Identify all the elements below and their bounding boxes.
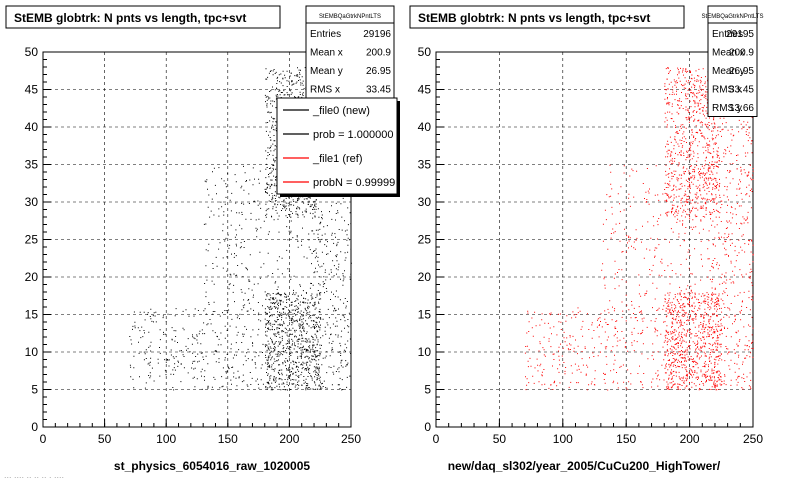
legend-label: probN = 0.99999	[313, 177, 395, 189]
x-tick-label: 150	[218, 432, 238, 446]
x-tick-label: 100	[553, 432, 573, 446]
x-tick-label: 50	[493, 432, 507, 446]
stats-header: StEMBQaGtrkNPntLTS	[319, 14, 381, 20]
stats-label: RMS y	[712, 103, 742, 114]
legend-frame	[276, 97, 398, 195]
title-box-right: StEMB globtrk: N pnts vs length, tpc+svt	[409, 5, 685, 29]
stats-box-left: StEMBQaGtrkNPntLTS Entries 29196 Mean x 200.…	[305, 5, 395, 99]
y-tick-label: 5	[424, 383, 431, 397]
y-tick-label: 50	[25, 45, 39, 59]
y-tick-label: 25	[418, 233, 432, 247]
legend-label: _file1 (ref)	[312, 153, 363, 165]
stats-label: RMS x	[310, 85, 340, 96]
x-tick-label: 250	[341, 432, 361, 446]
x-tick-label: 0	[40, 432, 47, 446]
scatter-points-right	[524, 67, 754, 391]
stats-header: StEMBQaGtrkNPntLTS	[702, 14, 764, 20]
panel-right: StEMB globtrk: N pnts vs length, tpc+svt…	[409, 5, 764, 473]
axis-ticks-right: 0 50 100 150 200 250 0 5 10 15 20 25 30 35 40 45 50	[418, 45, 764, 446]
title-box-left: StEMB globtrk: N pnts vs length, tpc+svt	[5, 5, 281, 29]
chart-title-left: StEMB globtrk: N pnts vs length, tpc+svt	[14, 11, 246, 25]
legend-box: _file0 (new) prob = 1.000000 _file1 (ref) p…	[276, 97, 400, 197]
legend-label: prob = 1.000000	[313, 129, 393, 141]
y-tick-label: 30	[25, 195, 39, 209]
stats-label: Mean x	[310, 48, 343, 59]
footer-text: ... .... .. .. .. . ....	[4, 470, 64, 480]
y-tick-label: 15	[25, 308, 39, 322]
y-tick-label: 20	[25, 270, 39, 284]
y-tick-label: 45	[418, 83, 432, 97]
stats-label: RMS x	[712, 85, 742, 96]
x-tick-label: 250	[743, 432, 763, 446]
stats-value: 200.9	[366, 48, 391, 59]
stats-label: Mean x	[712, 48, 745, 59]
stats-value: 29195	[726, 29, 754, 40]
stats-value: 26.95	[366, 66, 391, 77]
y-tick-label: 40	[25, 120, 39, 134]
stats-label: Mean y	[712, 66, 745, 77]
scatter-point-cluster	[601, 164, 710, 316]
y-tick-label: 10	[25, 345, 39, 359]
scatter-point-cluster	[664, 67, 719, 218]
chart-title-right: StEMB globtrk: N pnts vs length, tpc+svt	[418, 11, 650, 25]
scatter-point-cluster	[264, 292, 322, 391]
y-tick-label: 20	[418, 270, 432, 284]
x-tick-label: 150	[616, 432, 636, 446]
stats-frame	[305, 5, 395, 99]
y-tick-label: 5	[31, 383, 38, 397]
axis-ticks-left: 0 50 100 150 200 250 0 5 10 15 20 25 30 35 40 45 50	[25, 45, 362, 446]
stats-value: 33.45	[729, 85, 754, 96]
stats-label: Entries	[310, 29, 341, 40]
y-tick-label: 45	[25, 83, 39, 97]
stats-value: 13.66	[729, 103, 754, 114]
x-tick-label: 200	[279, 432, 299, 446]
y-tick-label: 30	[418, 195, 432, 209]
y-tick-label: 10	[418, 345, 432, 359]
y-tick-label: 40	[418, 120, 432, 134]
panel-left: StEMB globtrk: N pnts vs length, tpc+svt…	[5, 5, 400, 473]
x-axis-label-left: st_physics_6054016_raw_1020005	[114, 459, 310, 473]
y-tick-label: 35	[418, 158, 432, 172]
scatter-point-cluster	[203, 165, 309, 314]
x-axis-label-right: new/daq_sl302/year_2005/CuCu200_HighTowe…	[448, 459, 721, 473]
stats-label: Mean y	[310, 66, 343, 77]
stats-label: Entries	[712, 29, 743, 40]
stats-value: 33.45	[366, 85, 391, 96]
y-tick-label: 0	[31, 420, 38, 434]
stats-value: 200.9	[729, 48, 754, 59]
grid-left	[43, 52, 351, 427]
stats-value: 26.95	[729, 66, 754, 77]
x-tick-label: 50	[98, 432, 112, 446]
scatter-point-cluster	[524, 307, 665, 391]
y-tick-label: 15	[418, 308, 432, 322]
scatter-point-cluster	[664, 292, 723, 391]
y-tick-label: 25	[25, 233, 39, 247]
x-tick-label: 200	[680, 432, 700, 446]
y-tick-label: 35	[25, 158, 39, 172]
y-tick-label: 50	[418, 45, 432, 59]
stats-value: 29196	[363, 29, 391, 40]
x-tick-label: 0	[433, 432, 440, 446]
legend-label: _file0 (new)	[312, 105, 370, 117]
stats-frame	[707, 5, 758, 117]
y-tick-label: 0	[424, 420, 431, 434]
x-tick-label: 100	[156, 432, 176, 446]
